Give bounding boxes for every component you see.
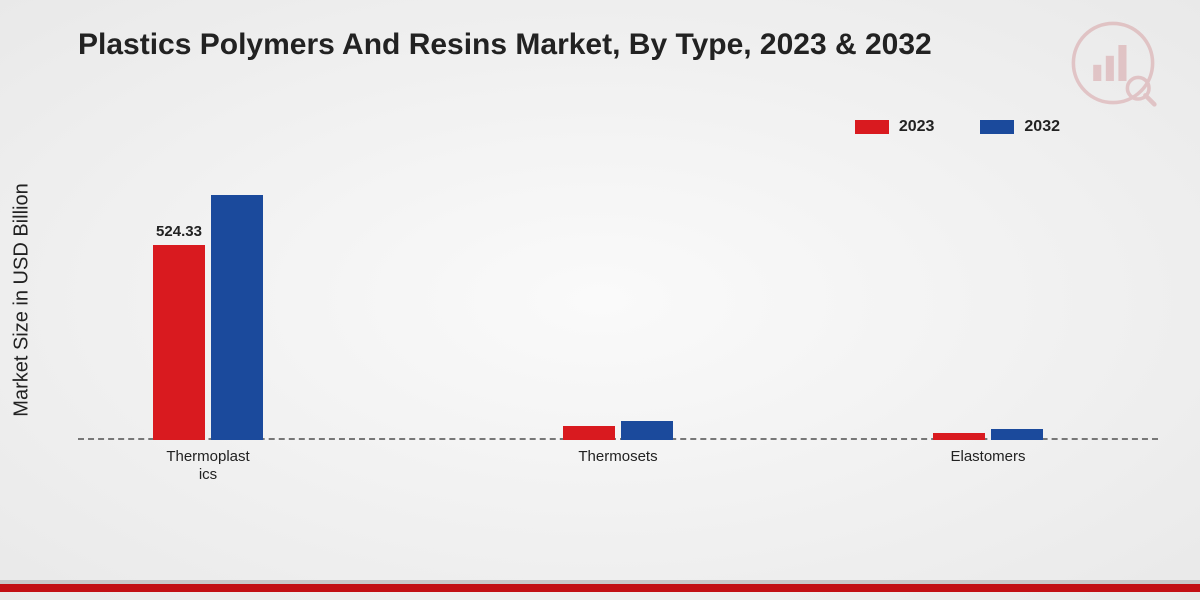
legend: 2023 2032 xyxy=(855,118,1060,136)
bar-2032 xyxy=(211,195,263,440)
bar-group-thermosets: Thermosets xyxy=(518,421,718,440)
category-label: Thermoplast ics xyxy=(166,448,249,484)
bar-2023: 524.33 xyxy=(153,245,205,440)
legend-swatch xyxy=(980,120,1014,134)
plot-area: 524.33 Thermoplast ics Thermosets Elasto… xyxy=(78,160,1158,440)
bar-2023 xyxy=(933,433,985,440)
category-label: Elastomers xyxy=(950,448,1025,466)
legend-item-2023: 2023 xyxy=(855,118,935,136)
legend-label: 2023 xyxy=(899,118,935,136)
bar-value-label: 524.33 xyxy=(156,223,202,240)
bar-2032 xyxy=(991,429,1043,440)
legend-label: 2032 xyxy=(1024,118,1060,136)
bar-group-elastomers: Elastomers xyxy=(888,429,1088,440)
bar-2023 xyxy=(563,426,615,440)
watermark-logo xyxy=(1068,18,1158,108)
legend-item-2032: 2032 xyxy=(980,118,1060,136)
legend-swatch xyxy=(855,120,889,134)
y-axis-label: Market Size in USD Billion xyxy=(11,183,34,416)
footer-accent xyxy=(0,584,1200,592)
chart-canvas: Plastics Polymers And Resins Market, By … xyxy=(0,0,1200,600)
bar-2032 xyxy=(621,421,673,440)
category-label: Thermosets xyxy=(578,448,657,466)
chart-title: Plastics Polymers And Resins Market, By … xyxy=(78,28,932,62)
bar-group-thermoplastics: 524.33 Thermoplast ics xyxy=(108,195,308,440)
